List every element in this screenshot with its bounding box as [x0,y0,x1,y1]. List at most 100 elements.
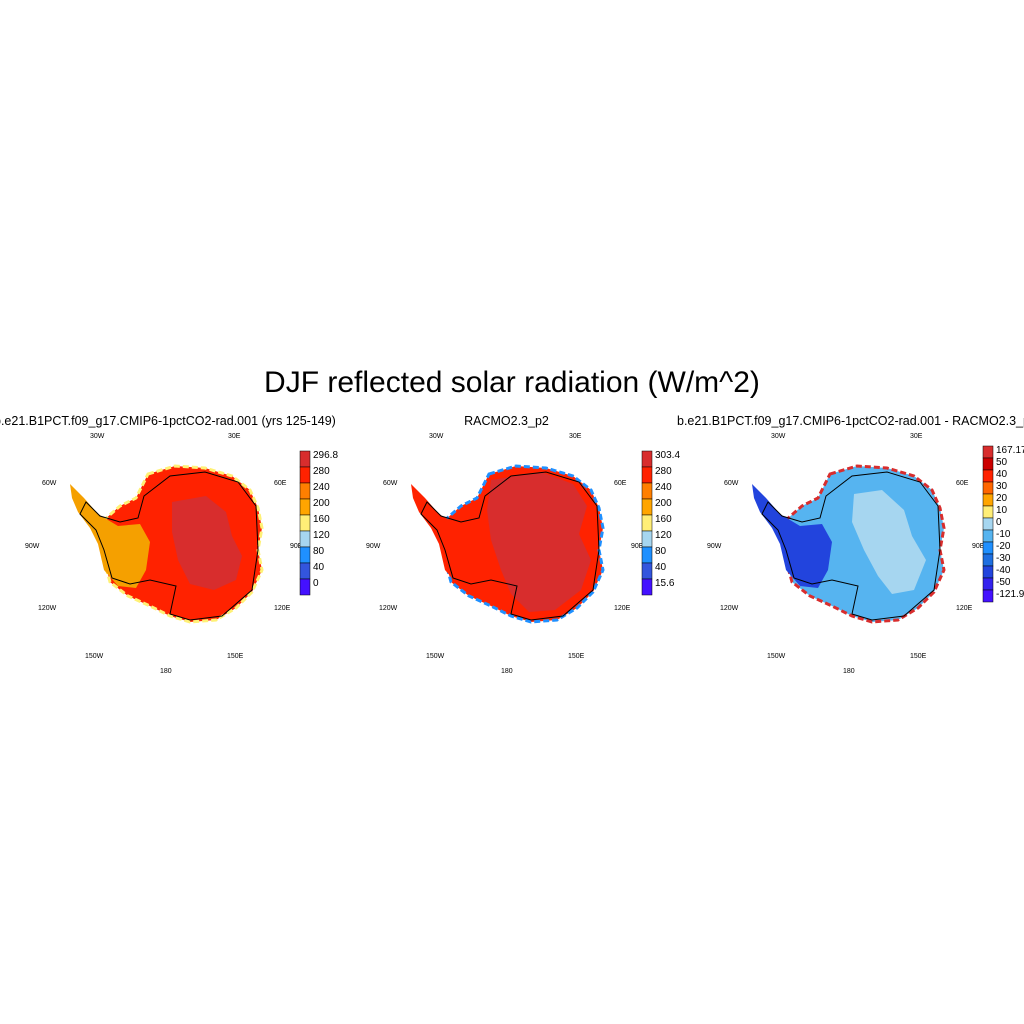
colorbar-label: 0 [313,578,319,589]
map-fill-west [752,484,832,588]
map-fill-interior [852,490,926,594]
lon-label-180: 180 [501,668,513,675]
colorbar-swatch [982,577,994,591]
colorbar-swatch [299,578,311,596]
lon-label-180: 180 [160,668,172,675]
colorbar-label: -121.98 [996,589,1024,600]
lon-label-30e: 30E [228,433,241,440]
colorbar-label: 240 [655,482,672,493]
lon-label-150w: 150W [767,653,786,660]
lon-label-180: 180 [843,668,855,675]
colorbar-swatch [641,546,653,564]
colorbar-label: 296.8 [313,450,339,461]
colorbar-label: 280 [313,466,330,477]
colorbar-label: 200 [655,498,672,509]
colorbar-swatch [299,514,311,532]
colorbar-swatch [299,530,311,548]
colorbar-label: 120 [655,530,672,541]
lon-label-60w: 60W [383,480,398,487]
lon-label-150w: 150W [85,653,104,660]
lon-label-60w: 60W [42,480,57,487]
panel-title: b.e21.B1PCT.f09_g17.CMIP6-1pctCO2-rad.00… [0,414,336,428]
colorbar-label: 50 [996,457,1008,468]
map-fill-west [411,484,491,588]
colorbar-label: 120 [313,530,330,541]
colorbar-label: 303.4 [655,450,681,461]
colorbar-label: 40 [996,469,1008,480]
lon-label-120e: 120E [956,605,973,612]
colorbar-label: 80 [655,546,667,557]
antarctica-map [70,464,264,624]
colorbar-swatch [641,562,653,580]
lon-label-150e: 150E [227,653,244,660]
colorbar-label: 30 [996,481,1008,492]
lon-label-60e: 60E [274,480,287,487]
colorbar-label: 10 [996,505,1008,516]
lon-label-60w: 60W [724,480,739,487]
colorbar-swatch [641,498,653,516]
colorbar-label: 80 [313,546,325,557]
lon-label-90w: 90W [25,543,40,550]
colorbar-swatch [982,553,994,567]
coastline [761,471,941,621]
colorbar-swatch [299,466,311,484]
colorbar-label: 167.17 [996,445,1024,456]
colorbar-label: 15.6 [655,578,675,589]
colorbar-swatch [982,493,994,507]
colorbar-label: 0 [996,517,1002,528]
colorbar-swatch [982,457,994,471]
colorbar-label: 40 [313,562,325,573]
lon-label-30e: 30E [910,433,923,440]
lon-label-30w: 30W [90,433,105,440]
colorbar-label: -20 [996,541,1011,552]
panel-difference: b.e21.B1PCT.f09_g17.CMIP6-1pctCO2-rad.00… [677,410,1024,690]
colorbar-swatch [982,529,994,543]
lon-label-120e: 120E [274,605,291,612]
colorbar-label: 280 [655,466,672,477]
lon-label-90w: 90W [707,543,722,550]
lon-label-60e: 60E [614,480,627,487]
colorbar-label: -50 [996,577,1011,588]
colorbar-swatch [641,482,653,500]
colorbar-swatches [982,445,994,603]
lon-label-150e: 150E [910,653,927,660]
colorbar-label: 200 [313,498,330,509]
lon-label-90e: 90E [290,543,303,550]
lon-label-90e: 90E [972,543,985,550]
colorbar-swatch [982,565,994,579]
colorbar-label: 160 [655,514,672,525]
map-fill-interior [487,472,591,612]
colorbar-swatch [299,450,311,468]
colorbar-swatch [641,514,653,532]
colorbar-label: -10 [996,529,1011,540]
antarctica-map [411,464,605,624]
colorbar-swatch [299,498,311,516]
map-fill-west [70,484,150,588]
colorbar-label: 240 [313,482,330,493]
lon-label-90w: 90W [366,543,381,550]
colorbar-swatch [641,530,653,548]
colorbar-swatch [299,546,311,564]
coastline [79,471,259,621]
colorbar-swatch [641,578,653,596]
lon-label-120w: 120W [720,605,739,612]
colorbar-swatch [299,562,311,580]
lon-label-30w: 30W [429,433,444,440]
lon-label-120w: 120W [379,605,398,612]
colorbar-label: -30 [996,553,1011,564]
colorbar-label: 40 [655,562,667,573]
panel-model: b.e21.B1PCT.f09_g17.CMIP6-1pctCO2-rad.00… [0,410,341,690]
antarctica-map [752,464,946,624]
colorbar-swatch [982,517,994,531]
lon-label-150e: 150E [568,653,585,660]
lon-label-60e: 60E [956,480,969,487]
lon-label-150w: 150W [426,653,445,660]
main-title: DJF reflected solar radiation (W/m^2) [264,366,760,399]
colorbar-swatch [641,466,653,484]
lon-label-90e: 90E [631,543,644,550]
colorbar-swatch [982,469,994,483]
colorbar-label: -40 [996,565,1011,576]
map-fill-interior [172,496,242,590]
colorbar-swatch [299,482,311,500]
colorbar-label: 160 [313,514,330,525]
